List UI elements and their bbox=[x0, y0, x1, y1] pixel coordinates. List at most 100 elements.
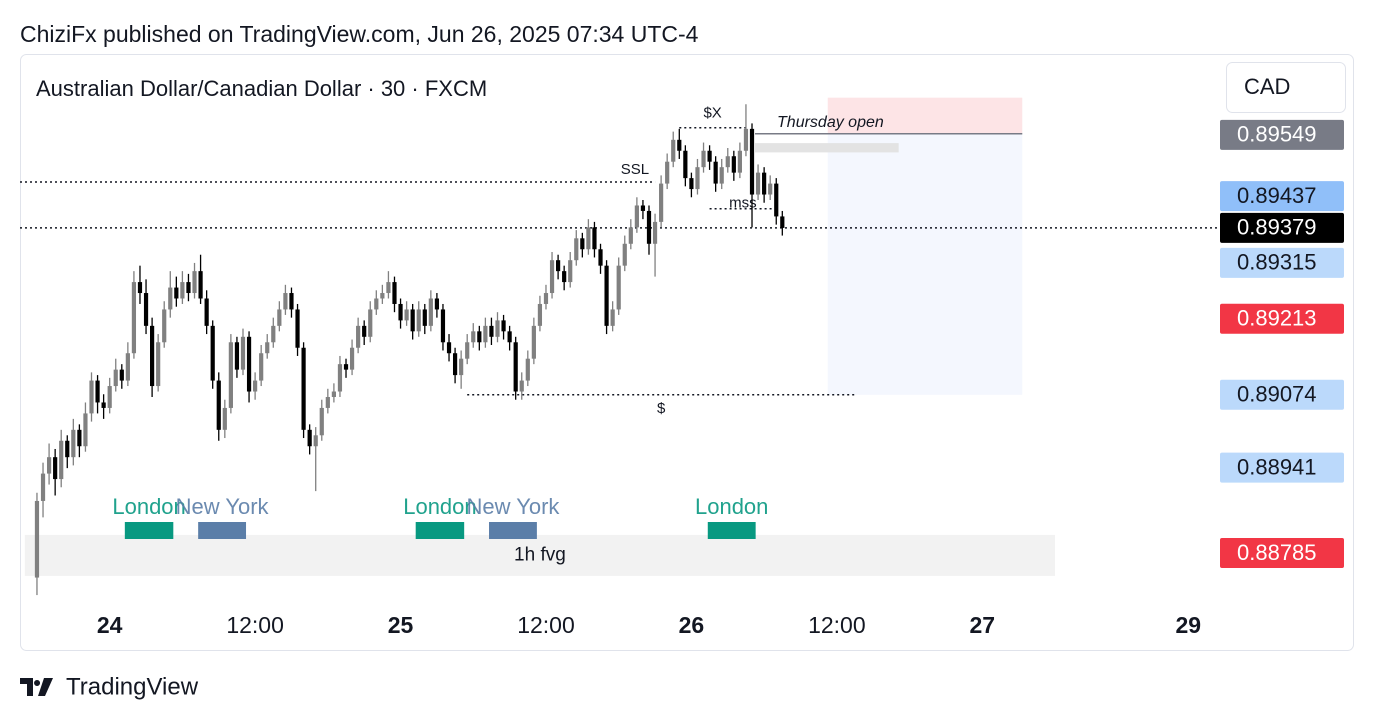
candle-body bbox=[271, 325, 276, 343]
candle-body bbox=[259, 353, 264, 381]
candle-body bbox=[283, 293, 288, 310]
candle-body bbox=[459, 358, 464, 376]
price-label: 0.89074 bbox=[1237, 382, 1317, 407]
price-label-box bbox=[1220, 181, 1344, 212]
candle-body bbox=[143, 293, 149, 326]
candle-body bbox=[168, 287, 173, 310]
candle-body bbox=[253, 380, 258, 392]
candle-body bbox=[483, 325, 488, 343]
candle-body bbox=[465, 342, 470, 359]
candle-body bbox=[331, 391, 336, 397]
candle-body bbox=[156, 342, 161, 387]
candle-body bbox=[725, 156, 730, 168]
candle-body bbox=[40, 473, 46, 501]
candle-body bbox=[89, 380, 94, 414]
candle-body bbox=[265, 342, 270, 354]
candle-body bbox=[489, 325, 494, 337]
candle-body bbox=[434, 298, 440, 310]
currency-label: CAD bbox=[1244, 74, 1290, 99]
candle-body bbox=[34, 500, 40, 578]
candle-body bbox=[119, 369, 124, 381]
candle-body bbox=[313, 435, 318, 447]
candle-body bbox=[659, 183, 664, 222]
candle-body bbox=[695, 167, 700, 190]
price-label: 0.89379 bbox=[1237, 215, 1317, 240]
candle-body bbox=[586, 227, 591, 250]
candle-body bbox=[416, 309, 421, 332]
x-tick-label: 27 bbox=[969, 612, 995, 638]
candle-body bbox=[622, 243, 627, 266]
session-bar bbox=[124, 522, 174, 539]
candle-body bbox=[537, 303, 543, 326]
candle-body bbox=[386, 282, 391, 294]
candle-body bbox=[131, 282, 137, 354]
candle-body bbox=[780, 216, 785, 228]
candle-body bbox=[477, 331, 482, 343]
price-label-box bbox=[1220, 212, 1344, 243]
candle-body bbox=[774, 183, 779, 217]
candle-body bbox=[592, 227, 597, 250]
candle-body bbox=[768, 183, 773, 195]
candle-body bbox=[374, 298, 379, 310]
candle-body bbox=[77, 429, 82, 447]
session-bar bbox=[198, 522, 247, 539]
session-bar bbox=[707, 522, 756, 539]
candle-body bbox=[192, 271, 197, 294]
candle-body bbox=[59, 440, 64, 480]
candle-body bbox=[216, 380, 221, 430]
candle-body bbox=[562, 271, 567, 283]
candle-body bbox=[731, 156, 736, 173]
candle-body bbox=[549, 260, 555, 294]
candle-body bbox=[319, 407, 324, 436]
currency-button[interactable] bbox=[1226, 62, 1346, 113]
candle-body bbox=[556, 260, 561, 272]
candle-body bbox=[113, 369, 118, 387]
session-bar bbox=[489, 522, 537, 539]
candle-body bbox=[325, 396, 330, 408]
candle-body bbox=[95, 380, 100, 403]
candle-body bbox=[677, 139, 682, 151]
x-tick-label: 24 bbox=[97, 612, 123, 638]
symbol-title: Australian Dollar/Canadian Dollar · 30 ·… bbox=[36, 76, 487, 101]
price-label-box bbox=[1220, 119, 1344, 150]
candle-body bbox=[634, 205, 639, 228]
level-label: $ bbox=[657, 400, 666, 417]
candle-body bbox=[101, 402, 106, 408]
candle-body bbox=[652, 221, 658, 244]
x-tick-label: 29 bbox=[1176, 612, 1202, 638]
session-label: London bbox=[403, 494, 476, 519]
candle-body bbox=[495, 320, 500, 337]
candle-body bbox=[501, 320, 506, 332]
candle-body bbox=[574, 238, 579, 261]
level-label: SSL bbox=[621, 161, 649, 178]
candle-body bbox=[392, 282, 397, 304]
session-label: London bbox=[112, 494, 185, 519]
candle-body bbox=[525, 358, 530, 381]
candle-body bbox=[368, 309, 373, 337]
candle-body bbox=[580, 238, 585, 250]
candle-body bbox=[604, 265, 609, 326]
x-tick-label: 26 bbox=[679, 612, 705, 638]
price-label: 0.89437 bbox=[1237, 183, 1317, 208]
published-line: ChiziFx published on TradingView.com, Ju… bbox=[20, 21, 699, 47]
candle-body bbox=[398, 303, 403, 321]
candle-body bbox=[507, 331, 512, 343]
candle-body bbox=[446, 342, 452, 354]
candle-body bbox=[162, 309, 167, 343]
zone-box bbox=[755, 143, 899, 153]
candle-body bbox=[301, 347, 306, 430]
price-label-box bbox=[1220, 379, 1344, 410]
brand: TradingView bbox=[66, 673, 199, 700]
candle-body bbox=[65, 440, 70, 458]
candle-body bbox=[471, 331, 476, 343]
price-label-box bbox=[1220, 303, 1344, 334]
candle-body bbox=[204, 298, 209, 326]
price-label: 0.89549 bbox=[1237, 122, 1317, 147]
candle-body bbox=[568, 260, 573, 283]
candle-body bbox=[440, 309, 446, 343]
session-bar bbox=[415, 522, 465, 539]
candle-body bbox=[198, 271, 203, 299]
candle-body bbox=[228, 342, 233, 408]
candle-body bbox=[762, 172, 767, 195]
